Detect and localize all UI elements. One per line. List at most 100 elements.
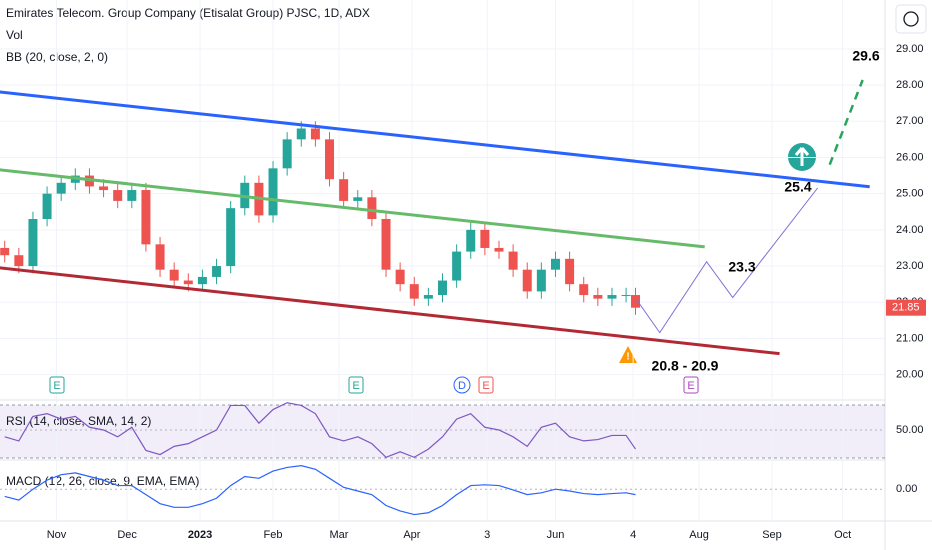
candle-body [339, 179, 349, 201]
candle-body [282, 139, 292, 169]
x-tick-label: Sep [762, 529, 782, 541]
candle-body [508, 251, 518, 270]
y-tick-label: 21.00 [896, 332, 924, 344]
x-tick-label: 3 [484, 529, 490, 541]
event-marker [453, 376, 471, 394]
trend-line [828, 79, 864, 166]
event-marker [478, 376, 494, 394]
macd-label: MACD (12, 26, close, 9, EMA, EMA) [6, 474, 199, 488]
candle-body [141, 190, 151, 245]
macd-line [4, 465, 636, 516]
candle-body [367, 197, 377, 220]
x-tick-label: Mar [329, 529, 348, 541]
candle-body [28, 219, 38, 267]
y-tick-label: 29.00 [896, 43, 924, 55]
candle-body [42, 193, 52, 220]
event-label: D [458, 380, 466, 392]
candle-body [381, 219, 391, 270]
x-tick-label: Nov [47, 529, 67, 541]
x-tick-label: 4 [630, 529, 636, 541]
candle-body [494, 247, 504, 252]
y-tick-label: 24.00 [896, 224, 924, 236]
event-label: E [352, 380, 359, 392]
candle-body [56, 182, 66, 194]
candle-body [607, 295, 617, 299]
event-marker [348, 376, 364, 394]
y-tick-label: 26.00 [896, 151, 924, 163]
x-tick-label: Dec [117, 529, 137, 541]
candle-body [183, 280, 193, 285]
trend-line [0, 266, 780, 356]
rsi-label: RSI (14, close, SMA, 14, 2) [6, 414, 151, 428]
candle-body [226, 208, 236, 267]
y-tick-label: 25.00 [896, 188, 924, 200]
annotation: 25.4 [784, 179, 811, 195]
indicator-label: Vol [6, 28, 23, 42]
chart-title: Emirates Telecom. Group Company (Etisala… [6, 6, 370, 20]
warning-icon [619, 346, 637, 363]
trend-line [636, 187, 819, 334]
rsi-line [4, 402, 636, 458]
y-tick-label: 28.00 [896, 79, 924, 91]
candle-body [565, 258, 575, 285]
candle-body [579, 284, 589, 296]
candle-body [593, 295, 603, 299]
candle-body [127, 190, 137, 201]
candle-body [268, 168, 278, 216]
x-tick-label: Apr [403, 529, 420, 541]
last-price-box [886, 299, 926, 316]
warning-mark: ! [626, 352, 629, 363]
indicator-label: BB (20, close, 2, 0) [6, 50, 108, 64]
y-tick-label: 27.00 [896, 115, 924, 127]
candle-body [550, 258, 560, 270]
candle-body [169, 269, 179, 281]
candle-body [113, 190, 123, 201]
y-tick-label: 20.00 [896, 369, 924, 381]
y-tick-label: 50.00 [896, 424, 924, 436]
candle-body [296, 128, 306, 140]
candle-body [99, 186, 109, 191]
candle-body [0, 247, 10, 256]
trend-line [0, 168, 705, 249]
x-tick-label: Jun [547, 529, 565, 541]
candle-body [621, 295, 631, 297]
candle-body [197, 276, 207, 285]
candle-body [480, 229, 490, 248]
candle-body [631, 295, 641, 308]
candle-body [14, 255, 24, 267]
candle-body [423, 295, 433, 299]
event-label: E [687, 380, 694, 392]
candle-body [155, 244, 165, 270]
candle-body [409, 284, 419, 299]
candle-body [522, 269, 532, 292]
settings-icon [903, 11, 919, 27]
settings-button[interactable] [895, 4, 927, 34]
candle-body [353, 197, 363, 201]
x-tick-label: Feb [264, 529, 283, 541]
x-tick-label: Aug [689, 529, 709, 541]
candle-body [310, 128, 320, 140]
annotation: 20.8 - 20.9 [652, 358, 719, 374]
annotation: 23.3 [728, 259, 755, 275]
event-marker [49, 376, 65, 394]
x-tick-label: Oct [834, 529, 851, 541]
candle-body [395, 269, 405, 285]
candle-body [212, 266, 222, 277]
event-marker [683, 376, 699, 394]
last-price-label: 21.85 [892, 302, 920, 314]
event-label: E [482, 380, 489, 392]
annotation: 29.6 [852, 48, 879, 64]
y-tick-label: 0.00 [896, 483, 917, 495]
candle-body [325, 139, 335, 180]
candle-body [466, 229, 476, 252]
event-label: E [53, 380, 60, 392]
candle-body [536, 269, 546, 292]
candle-body [452, 251, 462, 281]
trend-line [0, 90, 870, 189]
x-tick-label: 2023 [188, 529, 212, 541]
rsi-band [0, 405, 885, 458]
candle-body [438, 280, 447, 296]
y-tick-label: 23.00 [896, 260, 924, 272]
